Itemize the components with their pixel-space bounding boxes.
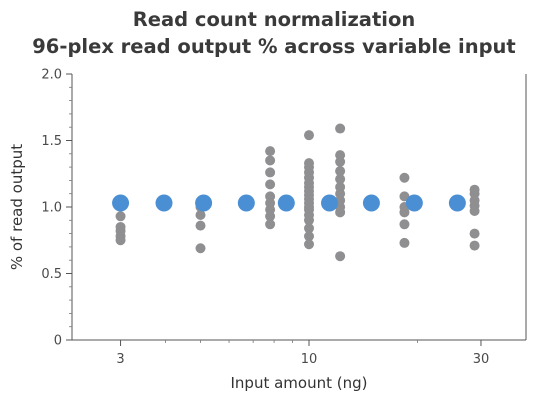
sample-point [399,172,410,183]
sample-point [335,150,346,161]
y-tick-label: 1.0 [41,201,62,216]
sample-point [469,240,480,251]
normalized-point [362,194,380,212]
sample-point [335,182,346,193]
sample-point [265,167,276,178]
normalized-point [112,194,130,212]
y-axis-label: % of read output [8,144,26,270]
sample-point [115,211,126,222]
x-tick-label: 10 [301,352,318,367]
normalized-point [321,194,339,212]
sample-point [335,251,346,262]
sample-point [265,155,276,166]
x-axis-label: Input amount (ng) [231,374,368,392]
sample-point [195,243,206,254]
sample-point [304,231,315,242]
sample-point [469,228,480,239]
x-tick-label: 3 [116,352,124,367]
sample-point [469,184,480,195]
normalized-point [195,194,213,212]
sample-point [304,223,315,234]
sample-point [335,166,346,177]
sample-point [399,219,410,230]
sample-point [304,130,315,141]
y-tick-label: 2.0 [41,68,62,83]
y-tick-label: 0.5 [41,267,62,282]
sample-point [195,220,206,231]
y-tick-label: 0 [54,334,62,349]
data-points [112,123,480,262]
normalized-point [405,194,423,212]
sample-point [265,191,276,202]
sample-point [335,174,346,185]
normalized-point [448,194,466,212]
sample-point [115,221,126,232]
sample-point [195,209,206,220]
sample-point [265,146,276,157]
y-tick-label: 1.5 [41,134,62,149]
x-tick-label: 30 [473,352,490,367]
normalized-point [277,194,295,212]
normalized-point [237,194,255,212]
sample-point [304,239,315,250]
sample-point [399,237,410,248]
axis-ticks: 0 0.5 1.0 1.5 2.0 3 10 30 [41,68,489,368]
normalized-point [155,194,173,212]
sample-point [265,219,276,230]
sample-point [335,123,346,134]
chart-title: Read count normalization [133,8,416,31]
sample-point [304,158,315,169]
sample-point [265,179,276,190]
chart-subtitle: 96-plex read output % across variable in… [32,35,516,58]
